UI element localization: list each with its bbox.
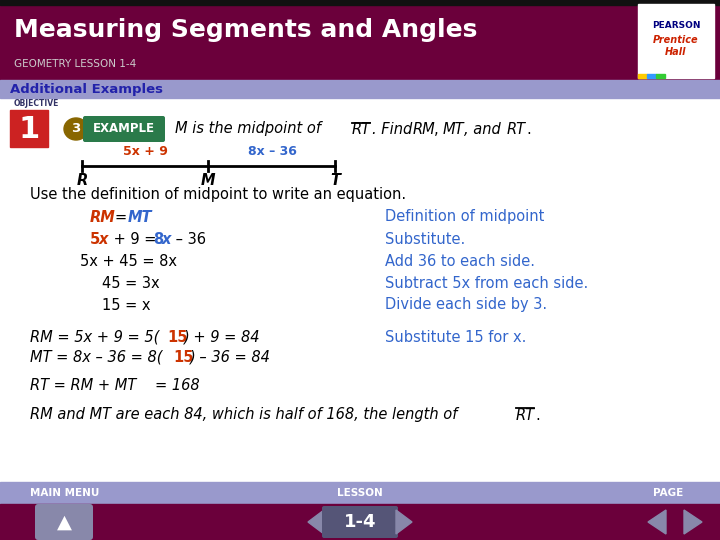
Text: = 168: = 168 [155, 377, 199, 393]
Polygon shape [308, 510, 324, 534]
Bar [0, 0, 720, 482]
Text: ) + 9 = 84: ) + 9 = 84 [184, 329, 261, 345]
Text: 5x + 9: 5x + 9 [122, 145, 168, 158]
Text: RT: RT [352, 122, 371, 137]
Text: .: . [535, 408, 540, 422]
Text: + 9 =: + 9 = [109, 232, 156, 246]
Text: ▲: ▲ [56, 512, 71, 531]
Text: =: = [114, 210, 126, 225]
Text: ) – 36 = 84: ) – 36 = 84 [190, 349, 271, 364]
Bar [638, 74, 647, 78]
Text: T: T [330, 173, 340, 188]
Text: 3: 3 [71, 123, 81, 136]
Text: Hall: Hall [665, 47, 687, 57]
Text: 1-4: 1-4 [343, 513, 377, 531]
Text: 8: 8 [153, 232, 163, 246]
Text: MT: MT [128, 210, 153, 225]
FancyBboxPatch shape [83, 116, 165, 142]
Text: 45 = 3x: 45 = 3x [102, 275, 160, 291]
Text: .: . [526, 122, 531, 137]
Text: Measuring Segments and Angles: Measuring Segments and Angles [14, 18, 477, 42]
Text: 15 = x: 15 = x [102, 298, 150, 313]
Text: 1: 1 [19, 114, 40, 144]
Text: GEOMETRY LESSON 1-4: GEOMETRY LESSON 1-4 [14, 59, 136, 69]
Text: 8x – 36: 8x – 36 [248, 145, 297, 158]
Ellipse shape [64, 118, 88, 140]
Text: R: R [76, 173, 88, 188]
Bar [0, 0, 720, 5]
Text: RM: RM [90, 210, 116, 225]
Bar [0, 482, 720, 504]
Text: 15: 15 [173, 349, 194, 364]
Text: OBJECTIVE: OBJECTIVE [14, 99, 59, 109]
Text: . Find: . Find [372, 122, 417, 137]
Text: LESSON: LESSON [337, 488, 383, 498]
Text: PAGE: PAGE [653, 488, 683, 498]
Text: Substitute.: Substitute. [385, 232, 465, 246]
Polygon shape [10, 110, 48, 147]
Bar [647, 74, 656, 78]
Bar [638, 4, 714, 78]
Text: RT: RT [516, 408, 535, 422]
Text: Prentice: Prentice [653, 35, 699, 45]
Text: M is the midpoint of: M is the midpoint of [175, 122, 325, 137]
Polygon shape [396, 510, 412, 534]
Bar [0, 80, 720, 98]
Text: Substitute 15 for x.: Substitute 15 for x. [385, 329, 526, 345]
Text: 5x + 45 = 8x: 5x + 45 = 8x [80, 253, 177, 268]
Text: RT: RT [507, 122, 526, 137]
Text: RM = 5x + 9 = 5(: RM = 5x + 9 = 5( [30, 329, 159, 345]
Text: RM: RM [413, 122, 436, 137]
Text: – 36: – 36 [171, 232, 206, 246]
Text: EXAMPLE: EXAMPLE [93, 123, 155, 136]
Text: Divide each side by 3.: Divide each side by 3. [385, 298, 547, 313]
Text: RT = RM + MT: RT = RM + MT [30, 377, 136, 393]
Text: Subtract 5x from each side.: Subtract 5x from each side. [385, 275, 588, 291]
Polygon shape [648, 510, 666, 534]
FancyBboxPatch shape [322, 506, 398, 538]
Text: MAIN MENU: MAIN MENU [30, 488, 99, 498]
FancyBboxPatch shape [35, 504, 93, 540]
Text: Use the definition of midpoint to write an equation.: Use the definition of midpoint to write … [30, 186, 406, 201]
Text: 15: 15 [167, 329, 187, 345]
Text: MT = 8x – 36 = 8(: MT = 8x – 36 = 8( [30, 349, 163, 364]
Text: ,: , [434, 122, 444, 137]
Polygon shape [684, 510, 702, 534]
Text: MT: MT [443, 122, 464, 137]
Text: x: x [162, 232, 171, 246]
Text: PEARSON: PEARSON [652, 22, 701, 30]
Text: x: x [99, 232, 109, 246]
Text: Definition of midpoint: Definition of midpoint [385, 210, 544, 225]
Bar [656, 74, 665, 78]
Text: RM and MT are each 84, which is half of 168, the length of: RM and MT are each 84, which is half of … [30, 408, 462, 422]
Text: 5: 5 [90, 232, 100, 246]
Text: M: M [201, 173, 215, 188]
Text: , and: , and [464, 122, 505, 137]
Bar [0, 0, 720, 80]
Text: Add 36 to each side.: Add 36 to each side. [385, 253, 535, 268]
Bar [0, 504, 720, 540]
Text: Additional Examples: Additional Examples [10, 83, 163, 96]
